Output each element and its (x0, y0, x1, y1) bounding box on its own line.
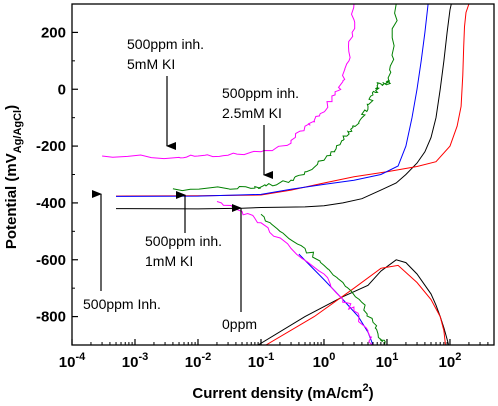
y-tick-label: -800 (36, 309, 66, 326)
x-tick-label: 102 (439, 351, 462, 371)
series-1-curve (115, 4, 452, 345)
x-tick-label: 10-2 (185, 351, 211, 371)
x-axis-title-sup: 2 (362, 382, 368, 394)
x-tick-label: 10-4 (59, 351, 86, 371)
annotation-1mm-ki-line2: 1mM KI (145, 253, 193, 269)
x-tick-label: 100 (313, 351, 336, 371)
y-tick-label: -400 (36, 195, 66, 212)
annotation-2-5mm-ki-line2: 2.5mM KI (222, 105, 282, 121)
series-5-curve (102, 4, 374, 345)
annotation-500ppm-inh-label: 500ppm Inh. (83, 296, 161, 312)
annotation-5mm-ki-line2: 5mM KI (127, 56, 175, 72)
y-axis-title-sub: Ag/AgCl (12, 110, 24, 153)
y-tick-label: -600 (36, 252, 66, 269)
annotation-0ppm: 0ppm (222, 204, 257, 332)
annotation-500ppm-inh: 500ppm Inh. (83, 190, 161, 312)
annotation-1mm-ki: 500ppm inh. 1mM KI (145, 191, 222, 269)
series-2-curve (115, 4, 470, 345)
annotation-2-5mm-ki-line1: 500ppm inh. (222, 85, 299, 101)
annotation-5mm-ki-line1: 500ppm inh. (127, 36, 204, 52)
y-tick-label: -200 (36, 138, 66, 155)
tick-layer (71, 3, 495, 346)
annotation-1mm-ki-line1: 500ppm inh. (145, 233, 222, 249)
label-layer: 10-4 10-3 10-2 10-1 100 101 102 200 0 -200 -400 -60… (36, 24, 461, 371)
annotation-5mm-ki: 500ppm inh. 5mM KI (127, 36, 204, 150)
annotation-0ppm-label: 0ppm (222, 316, 257, 332)
series-layer (102, 4, 470, 345)
x-tick-label: 101 (376, 351, 399, 371)
y-tick-label: 200 (41, 24, 66, 41)
x-tick-label: 10-1 (248, 351, 274, 371)
y-tick-label: 0 (58, 81, 66, 98)
x-axis-title: Current density (mA/cm2) (192, 382, 373, 402)
annotation-2-5mm-ki: 500ppm inh. 2.5mM KI (222, 85, 299, 179)
x-tick-label: 10-3 (122, 351, 148, 371)
y-axis-title: Potential (mVAg/AgCl) (3, 105, 24, 249)
series-4-curve (172, 4, 398, 345)
